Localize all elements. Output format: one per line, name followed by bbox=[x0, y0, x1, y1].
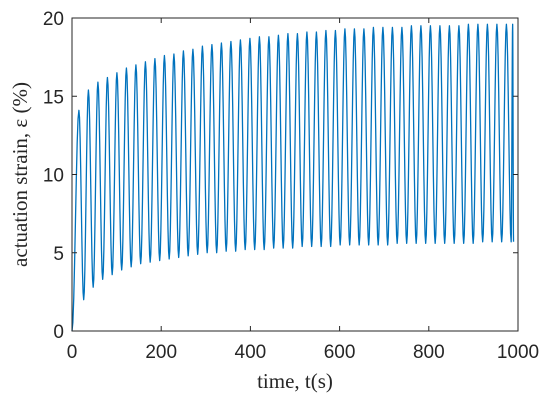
data-series bbox=[71, 23, 515, 332]
series-line-strain bbox=[71, 23, 515, 332]
x-tick-label: 0 bbox=[67, 342, 78, 363]
tick-marks bbox=[71, 17, 519, 332]
x-axis-label: time, t(s) bbox=[257, 369, 333, 393]
x-tick-label: 200 bbox=[145, 342, 177, 363]
tick-labels: 0 200 400 600 800 1000 0 5 10 15 20 bbox=[43, 9, 539, 363]
x-tick-label: 600 bbox=[324, 342, 356, 363]
x-tick-label: 800 bbox=[413, 342, 445, 363]
x-tick-label: 1000 bbox=[497, 342, 539, 363]
y-tick-label: 15 bbox=[43, 87, 64, 108]
y-tick-label: 20 bbox=[43, 9, 64, 30]
y-tick-label: 5 bbox=[53, 244, 64, 265]
y-axis-label: actuation strain, ε (%) bbox=[8, 82, 32, 267]
x-tick-label: 400 bbox=[235, 342, 267, 363]
y-tick-label: 0 bbox=[53, 322, 64, 343]
y-tick-label: 10 bbox=[43, 166, 64, 187]
